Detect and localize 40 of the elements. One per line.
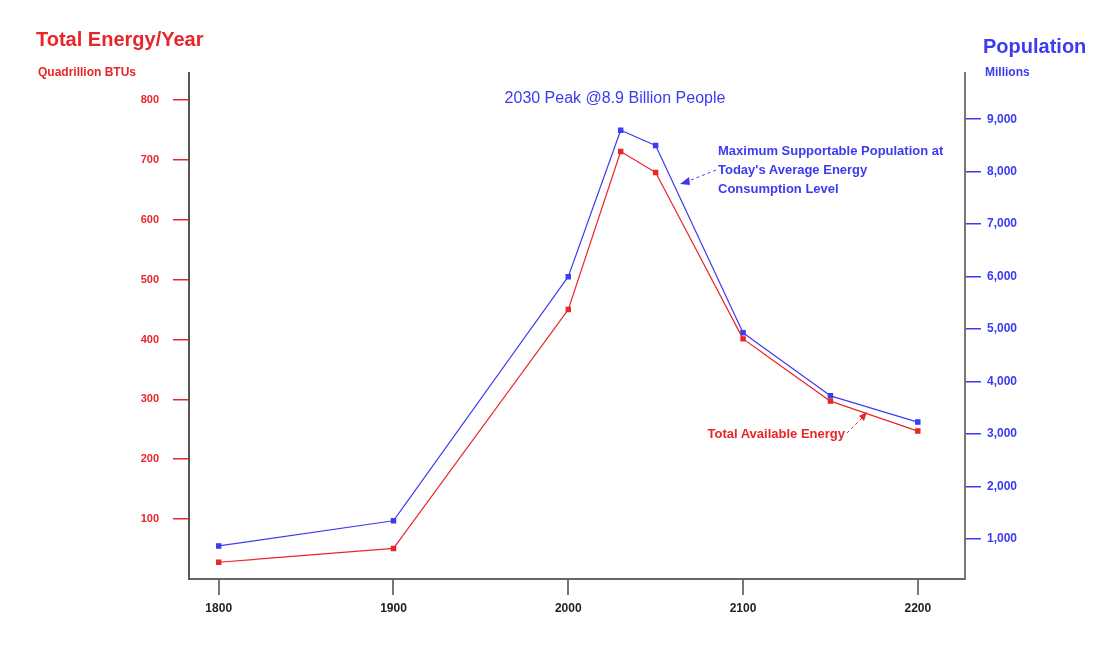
point	[617, 127, 624, 133]
x-tick-label: 1900	[380, 600, 408, 615]
y-tick-label: 100	[140, 512, 159, 525]
y-axis-title: Total Energy/Year	[36, 27, 204, 50]
y-tick-label: 500	[140, 272, 159, 285]
y-tick-label: 200	[140, 452, 159, 465]
y2-tick-label: 6,000	[987, 268, 1018, 283]
point	[390, 518, 397, 524]
text: Millions	[985, 65, 1030, 80]
point	[827, 398, 834, 404]
legend-label: Maximum Supportable Population at Today's Average Energy Consumption Level	[718, 142, 945, 196]
point	[215, 543, 222, 549]
point	[565, 306, 571, 313]
legend-label: Total Available Energy	[707, 425, 846, 441]
y2-axis-title: Population	[983, 34, 1087, 57]
y-tick-label: 700	[140, 152, 159, 165]
x-tick-label: 2000	[554, 600, 582, 615]
y-tick-label: 300	[140, 392, 159, 405]
y-tick-label: 600	[140, 212, 159, 225]
point	[565, 273, 571, 280]
y2-tick-label: 9,000	[987, 111, 1018, 126]
x-tick-label: 1800	[205, 600, 233, 615]
y2-tick-label: 3,000	[987, 426, 1018, 441]
y2-tick-label: 8,000	[987, 163, 1018, 178]
y2-tick-label: 1,000	[987, 531, 1018, 546]
point	[215, 559, 222, 565]
point	[915, 419, 921, 425]
point	[915, 428, 921, 434]
x-tick-label: 2100	[729, 600, 757, 615]
point	[740, 330, 746, 336]
y-tick-label: 400	[140, 332, 159, 345]
y-tick-label: 800	[140, 92, 159, 105]
y2-tick-label: 7,000	[987, 216, 1018, 231]
text: Quadrillion BTUs	[38, 65, 137, 80]
y2-tick-label: 2,000	[987, 478, 1018, 493]
annotation: 2030 Peak @8.9 Billion People	[504, 89, 726, 107]
y2-tick-label: 4,000	[987, 373, 1018, 388]
x-tick-label: 2200	[904, 600, 932, 615]
point	[740, 336, 746, 342]
y2-tick-label: 5,000	[987, 321, 1018, 336]
